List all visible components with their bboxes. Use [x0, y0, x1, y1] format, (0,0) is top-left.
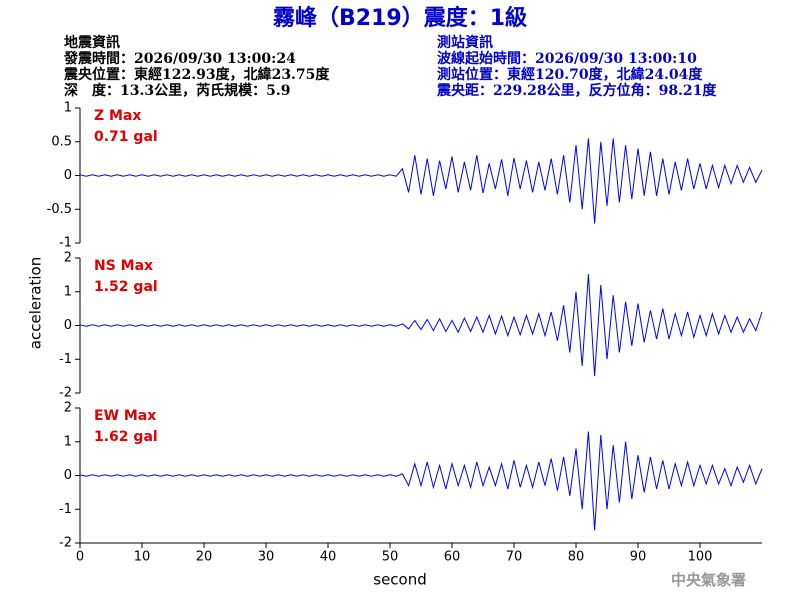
- y-tick-label: 1: [64, 101, 72, 116]
- station-location: 測站位置：東經120.70度，北緯24.04度: [437, 66, 703, 83]
- panel-label: Z Max: [94, 108, 141, 124]
- x-tick-label: 50: [382, 550, 399, 565]
- y-tick-label: -1: [59, 502, 72, 517]
- waveform: [79, 274, 763, 377]
- y-tick-label: 2: [64, 251, 72, 266]
- event-heading: 地震資訊: [64, 34, 120, 51]
- y-tick-label: -2: [59, 386, 72, 401]
- y-tick-label: 0.5: [51, 134, 72, 149]
- panel-label: 1.52 gal: [94, 279, 158, 295]
- chart-title: 霧峰（B219）震度：1級: [272, 5, 527, 31]
- event-depth: 深 度：13.3公里，芮氏規模：5.9: [64, 82, 290, 99]
- panel-label: 0.71 gal: [94, 129, 158, 145]
- x-tick-label: 0: [76, 550, 84, 565]
- x-tick-label: 10: [134, 550, 151, 565]
- x-tick-label: 60: [444, 550, 461, 565]
- y-tick-label: -2: [59, 536, 72, 551]
- x-tick-label: 100: [688, 550, 713, 565]
- x-tick-label: 80: [568, 550, 585, 565]
- station-heading: 測站資訊: [437, 34, 493, 51]
- station-distance: 震央距：229.28公里，反方位角：98.21度: [436, 82, 717, 99]
- footer: 中央氣象署: [671, 571, 746, 589]
- panel-label: NS Max: [94, 258, 153, 274]
- y-tick-label: -1: [59, 352, 72, 367]
- y-tick-label: 0: [64, 468, 72, 483]
- panel-label: EW Max: [94, 408, 156, 424]
- x-tick-label: 30: [258, 550, 275, 565]
- panel-label: 1.62 gal: [94, 429, 158, 445]
- x-tick-label: 20: [196, 550, 213, 565]
- event-location: 震央位置：東經122.93度，北緯23.75度: [63, 66, 330, 83]
- y-tick-label: 1: [64, 434, 72, 449]
- y-tick-label: 0: [64, 318, 72, 333]
- x-tick-label: 70: [506, 550, 523, 565]
- y-tick-label: -0.5: [47, 202, 72, 217]
- y-tick-label: 1: [64, 284, 72, 299]
- x-tick-label: 40: [320, 550, 337, 565]
- waveform: [79, 138, 763, 224]
- y-tick-label: 2: [64, 401, 72, 416]
- station-time: 波線起始時間：2026/09/30 13:00:10: [437, 50, 697, 67]
- event-time: 發震時間：2026/09/30 13:00:24: [63, 50, 296, 67]
- y-tick-label: 0: [64, 168, 72, 183]
- waveform: [79, 431, 763, 531]
- x-tick-label: 90: [630, 550, 647, 565]
- x-axis-label: second: [373, 571, 427, 589]
- y-axis-label: acceleration: [27, 257, 45, 349]
- y-tick-label: -1: [59, 236, 72, 251]
